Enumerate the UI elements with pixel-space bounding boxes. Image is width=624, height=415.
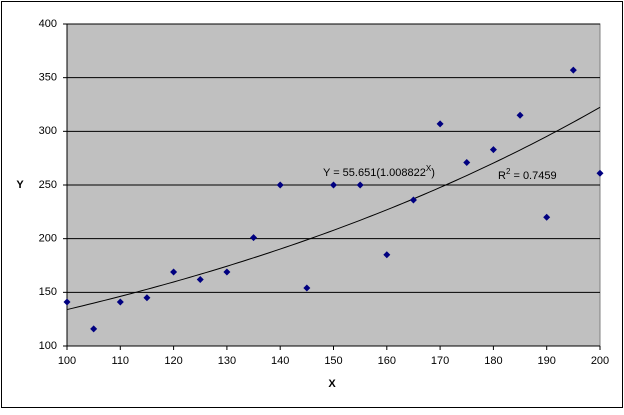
- x-tick-label: 100: [58, 355, 76, 367]
- point: [276, 181, 284, 189]
- trendline: [66, 106, 601, 311]
- x-tick-label: 180: [484, 355, 502, 367]
- equation-suffix: ): [431, 167, 435, 179]
- x-axis-title: X: [328, 378, 336, 390]
- x-tick-label: 120: [164, 355, 182, 367]
- x-tick-label: 150: [324, 355, 342, 367]
- r-squared-text: R: [498, 170, 506, 182]
- point: [116, 298, 124, 306]
- point: [409, 196, 417, 204]
- x-tick-label: 160: [378, 355, 396, 367]
- r-squared-suffix: = 0.7459: [510, 170, 556, 182]
- point: [516, 111, 524, 119]
- point: [330, 181, 337, 189]
- point: [250, 234, 258, 242]
- point: [303, 284, 311, 292]
- point: [63, 298, 71, 306]
- point: [196, 275, 204, 283]
- point: [543, 213, 551, 221]
- y-tick-label: 350: [39, 72, 57, 84]
- x-tick-label: 130: [218, 355, 236, 367]
- r-squared: R2 = 0.7459: [498, 167, 557, 182]
- y-tick-label: 200: [39, 233, 57, 245]
- point: [569, 66, 577, 74]
- x-tick-label: 190: [538, 355, 556, 367]
- x-tick-label: 200: [591, 355, 609, 367]
- point: [383, 251, 391, 259]
- point: [489, 146, 497, 154]
- point: [170, 268, 178, 276]
- r-squared-superscript: 2: [506, 167, 511, 176]
- point: [463, 158, 471, 166]
- equation-superscript: X: [426, 164, 432, 173]
- y-tick-label: 400: [39, 18, 57, 30]
- point: [356, 181, 364, 189]
- point: [143, 294, 151, 302]
- trend-equation: Y = 55.651(1.008822X): [323, 164, 435, 179]
- point: [223, 268, 231, 276]
- y-tick-label: 300: [39, 125, 57, 137]
- y-tick-label: 150: [39, 286, 57, 298]
- y-tick-label: 100: [39, 340, 57, 352]
- point: [596, 169, 604, 177]
- y-axis-title: Y: [16, 179, 24, 191]
- x-tick-label: 170: [431, 355, 449, 367]
- x-tick-label: 140: [271, 355, 289, 367]
- y-tick-label: 250: [39, 179, 57, 191]
- point: [90, 325, 98, 333]
- x-tick-label: 110: [112, 355, 130, 367]
- point: [436, 120, 444, 128]
- equation-text: Y = 55.651(1.008822: [323, 167, 426, 179]
